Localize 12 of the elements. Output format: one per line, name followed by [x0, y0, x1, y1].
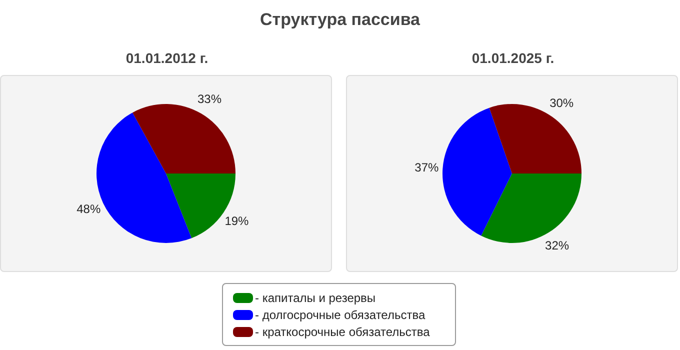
data-label: 33%: [198, 92, 222, 106]
data-label: 19%: [224, 214, 250, 228]
legend-label: - долгосрочные обязательства: [255, 308, 426, 322]
legend-label: - краткосрочные обязательства: [255, 324, 430, 338]
data-label: 37%: [414, 160, 440, 174]
legend-label: - капиталы и резервы: [255, 290, 376, 304]
chart-title: Структура пассива: [258, 10, 422, 30]
chart-subtitle: 01.01.2025 г.: [470, 50, 556, 66]
data-label: 32%: [545, 238, 570, 252]
chart-subtitle: 01.01.2012 г.: [124, 50, 210, 66]
data-label: 48%: [76, 202, 101, 216]
data-label: 30%: [550, 96, 574, 110]
